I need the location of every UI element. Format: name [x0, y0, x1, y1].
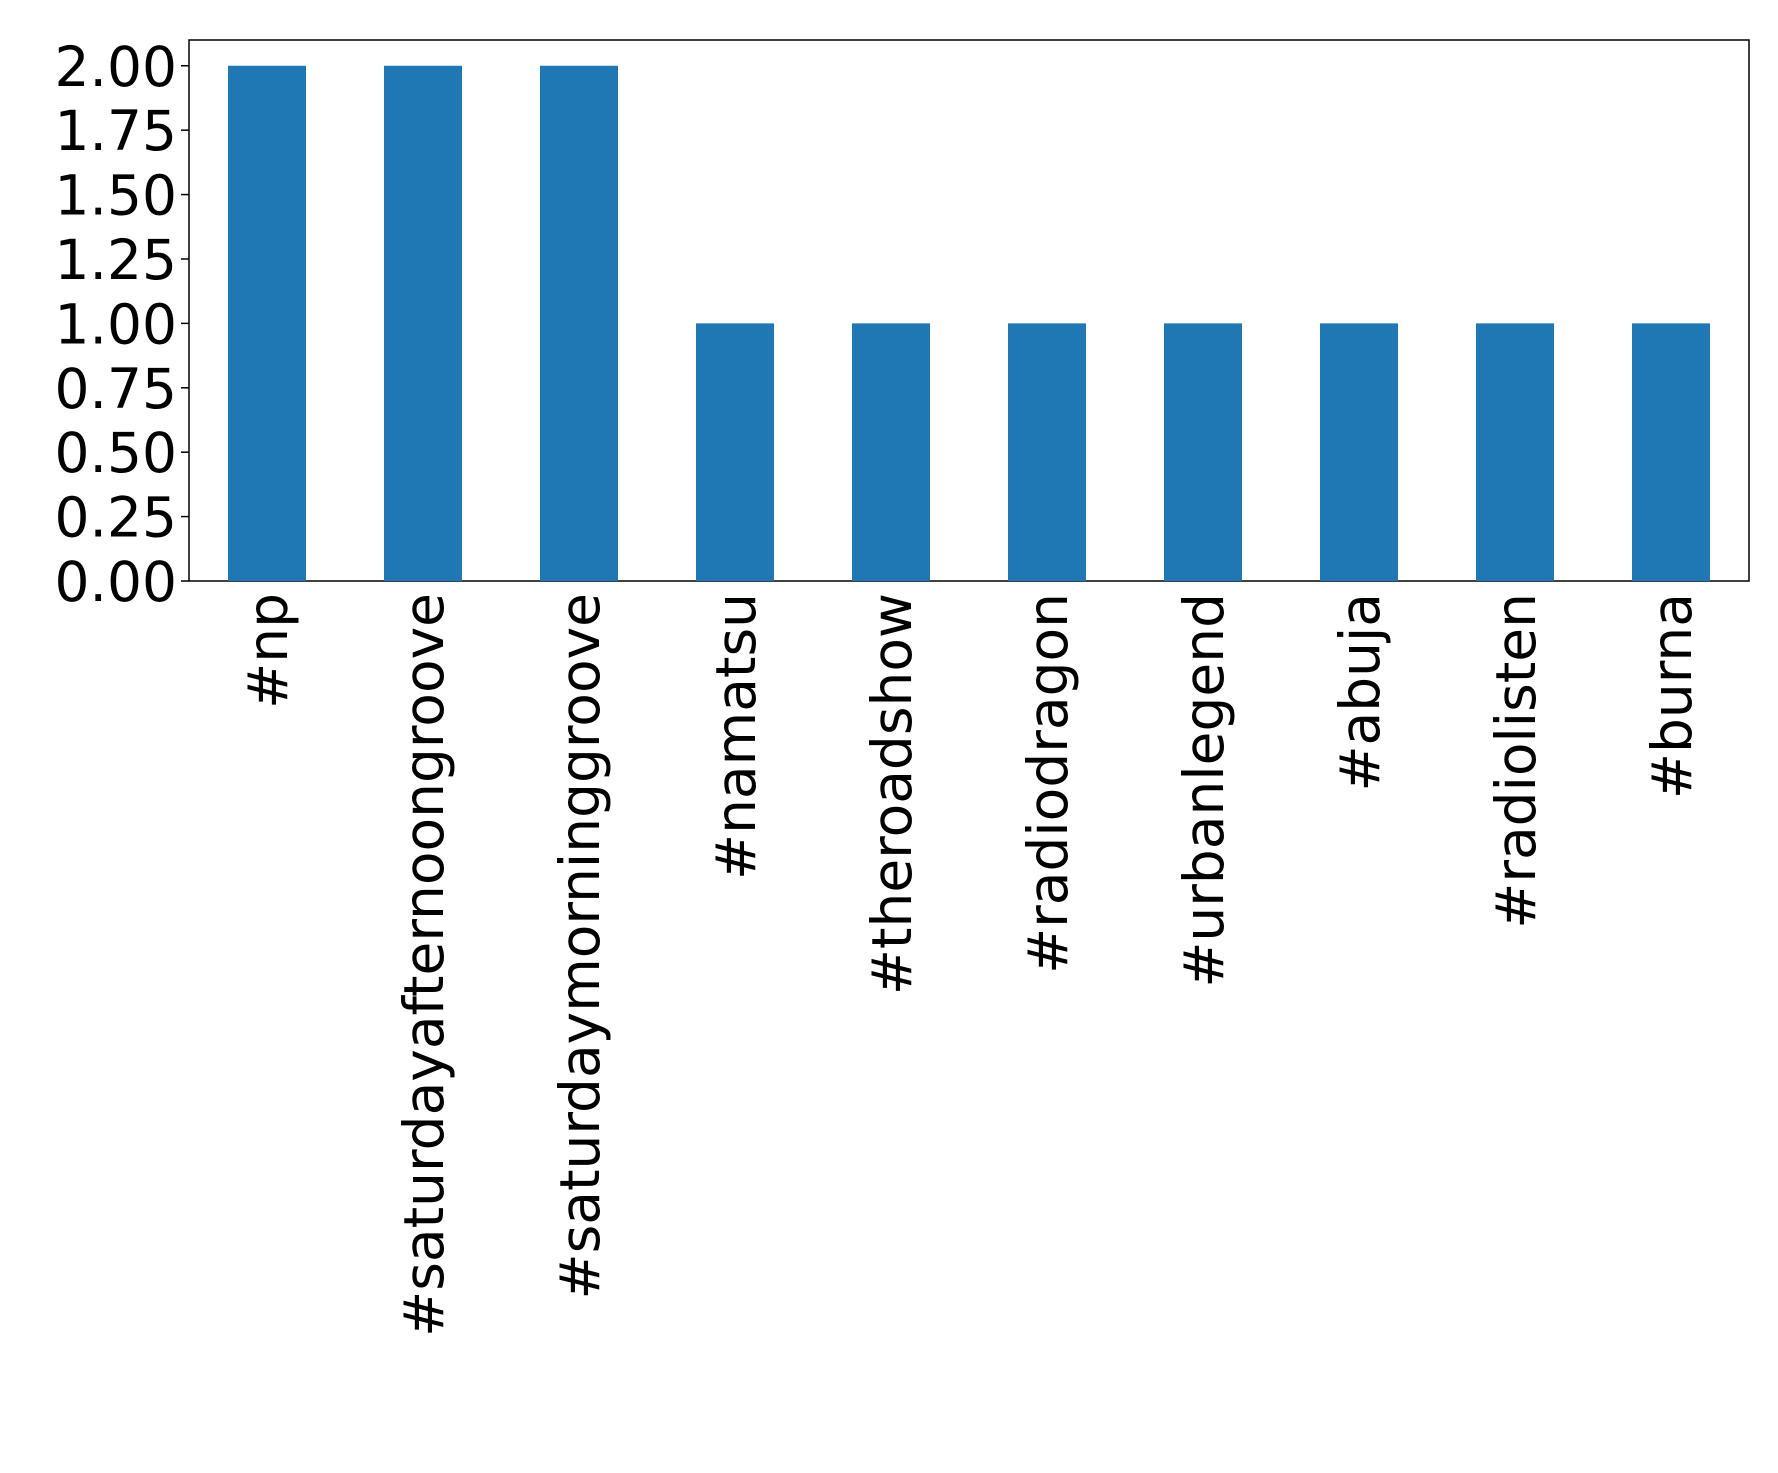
bar — [1320, 323, 1398, 581]
bar — [540, 65, 618, 581]
y-tick-label: 1.75 — [55, 99, 177, 163]
x-tick-label: #saturdayafternoongroove — [392, 593, 456, 1337]
x-tick-label: #np — [236, 593, 300, 709]
y-tick-label: 0.75 — [55, 357, 177, 421]
plot-frame — [188, 39, 1750, 582]
y-tick-label: 1.00 — [55, 292, 177, 356]
y-tick-label: 1.25 — [55, 228, 177, 292]
y-tick-label: 0.50 — [55, 421, 177, 485]
bar — [1008, 323, 1086, 581]
x-tick-label: #urbanlegend — [1172, 593, 1236, 988]
y-tick-label: 1.50 — [55, 164, 177, 228]
y-tick-label: 0.00 — [55, 550, 177, 614]
x-tick-label: #abuja — [1328, 593, 1392, 792]
bar — [384, 65, 462, 581]
bar — [696, 323, 774, 581]
bar — [1476, 323, 1554, 581]
x-tick-label: #radiodragon — [1016, 593, 1080, 974]
bar — [228, 65, 306, 581]
x-tick-label: #saturdaymorninggroove — [548, 593, 612, 1299]
x-tick-label: #burna — [1640, 593, 1704, 799]
bar — [1164, 323, 1242, 581]
bar — [852, 323, 930, 581]
y-tick-label: 2.00 — [55, 35, 177, 99]
bar — [1632, 323, 1710, 581]
x-tick-label: #theroadshow — [860, 593, 924, 995]
x-tick-label: #radiolisten — [1484, 593, 1548, 929]
x-tick-label: #namatsu — [704, 593, 768, 880]
y-tick-label: 0.25 — [55, 486, 177, 550]
